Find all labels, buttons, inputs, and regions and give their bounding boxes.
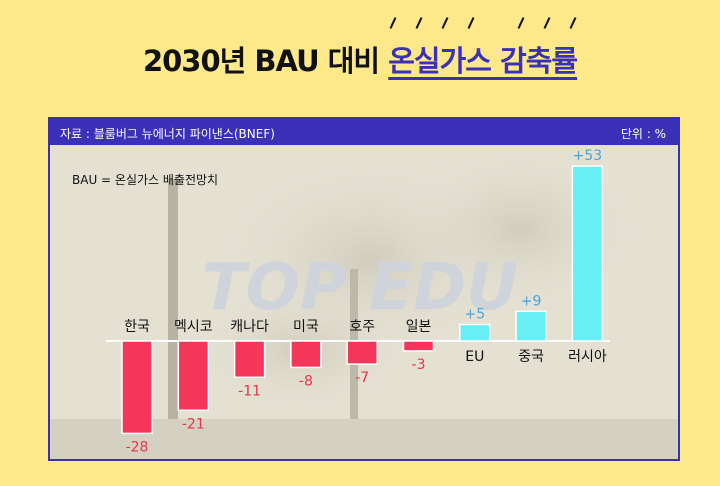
- unit-label: 단위 : %: [620, 127, 666, 141]
- value-label-7: +9: [521, 293, 542, 309]
- category-label-5: 일본: [406, 319, 432, 335]
- title-accent-marks: [0, 17, 720, 37]
- category-label-4: 호주: [349, 319, 375, 335]
- source-label: 자료 : 블룸버그 뉴에너지 파이낸스(BNEF): [60, 127, 275, 141]
- category-label-3: 미국: [293, 319, 319, 335]
- title-highlight: 온실가스 감축률: [388, 44, 578, 78]
- category-label-2: 캐나다: [230, 319, 269, 335]
- value-label-8: +53: [573, 148, 603, 164]
- bar-chart: 한국 -28 멕시코 -21 캐나다 -11 미국 -8 호주 -7 일본 -3 EU +5 중국 +9 러시아…: [106, 148, 610, 455]
- value-label-1: -21: [182, 416, 205, 432]
- chart-title: 2030년 BAU 대비 온실가스 감축률: [0, 38, 720, 80]
- value-label-0: -28: [126, 439, 149, 455]
- category-label-8: 러시아: [568, 349, 607, 365]
- bar-2: [233, 340, 266, 379]
- bar-7: [515, 310, 547, 342]
- category-label-6: EU: [465, 349, 484, 365]
- bar-1: [177, 340, 210, 412]
- bar-4: [346, 340, 378, 365]
- value-label-5: -3: [412, 357, 426, 373]
- value-label-6: +5: [464, 307, 485, 323]
- bar-6: [459, 323, 491, 342]
- value-label-3: -8: [299, 373, 313, 389]
- bar-5: [402, 340, 435, 352]
- watermark-text: TOP EDU: [202, 251, 518, 325]
- bau-note: BAU = 온실가스 배출전망치: [72, 173, 219, 187]
- bar-0: [121, 340, 153, 435]
- bar-3: [290, 340, 322, 369]
- chart-panel: TOP EDU 자료 : 블룸버그 뉴에너지 파이낸스(BNEF) 단위 : %…: [48, 117, 680, 461]
- value-label-4: -7: [355, 370, 369, 386]
- panel-header-bar: 자료 : 블룸버그 뉴에너지 파이낸스(BNEF) 단위 : %: [50, 119, 678, 145]
- category-label-1: 멕시코: [174, 319, 213, 335]
- bar-8: [571, 165, 604, 342]
- title-main: 2030년 BAU 대비: [142, 44, 380, 78]
- value-label-2: -11: [238, 383, 261, 399]
- category-label-0: 한국: [124, 319, 150, 335]
- category-label-7: 중국: [518, 349, 544, 365]
